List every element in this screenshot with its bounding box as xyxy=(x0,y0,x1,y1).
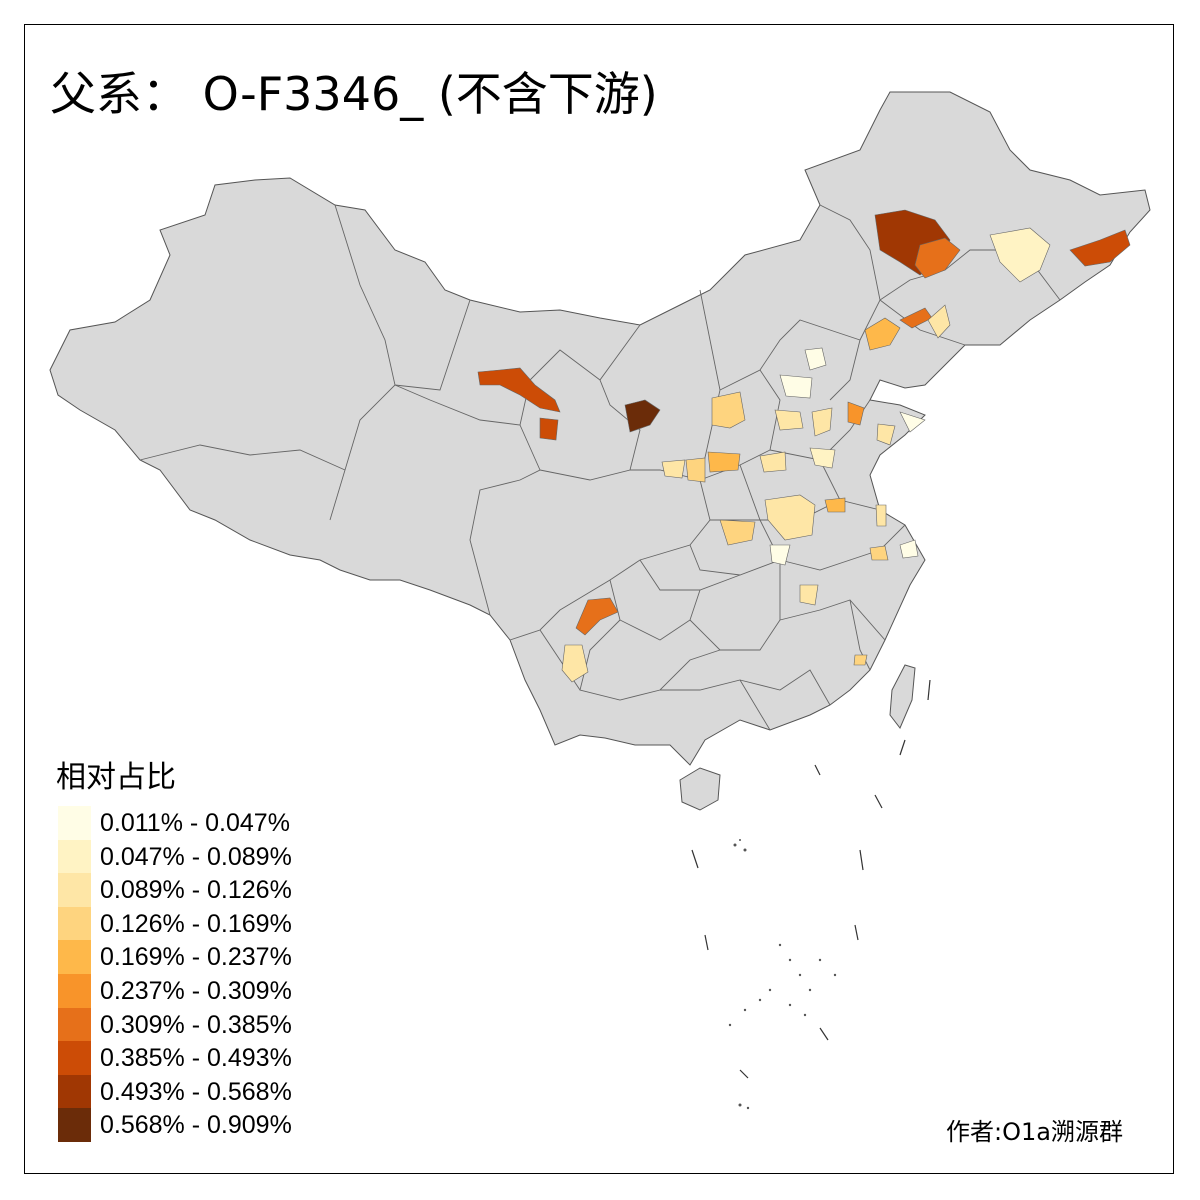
legend-swatch xyxy=(58,839,91,874)
author-credit: 作者:O1a溯源群 xyxy=(946,1118,1123,1146)
hainan-island xyxy=(679,767,721,811)
legend-swatch xyxy=(58,1074,91,1109)
legend-label: 0.568% - 0.909% xyxy=(100,1111,292,1140)
china-landmass xyxy=(49,91,1151,766)
map-title: 父系： O-F3346_ (不含下游) xyxy=(50,67,658,121)
legend-label: 0.011% - 0.047% xyxy=(100,809,290,837)
south-sea-marks xyxy=(691,679,931,1079)
shaded-regions xyxy=(477,209,1131,683)
legend-title: 相对占比 xyxy=(56,760,176,795)
legend-swatch xyxy=(58,873,91,907)
legend-label: 0.169% - 0.237% xyxy=(100,943,292,972)
legend-label: 0.385% - 0.493% xyxy=(100,1044,292,1073)
legend-swatch xyxy=(58,973,91,1008)
legend-label: 0.237% - 0.309% xyxy=(100,976,292,1005)
legend-label: 0.047% - 0.089% xyxy=(100,842,292,871)
taiwan-island xyxy=(889,664,916,729)
legend-swatch xyxy=(58,1041,91,1075)
legend-label: 0.089% - 0.126% xyxy=(100,876,292,905)
legend-label: 0.493% - 0.568% xyxy=(100,1077,292,1106)
legend-swatch xyxy=(58,940,91,974)
spratly-islands xyxy=(728,839,837,1110)
legend-swatch xyxy=(58,906,91,941)
legend-swatch xyxy=(58,806,91,840)
legend-label: 0.126% - 0.169% xyxy=(100,909,292,938)
legend-label: 0.309% - 0.385% xyxy=(100,1010,292,1039)
legend-swatch xyxy=(58,1007,91,1042)
legend-swatch xyxy=(58,1108,91,1142)
